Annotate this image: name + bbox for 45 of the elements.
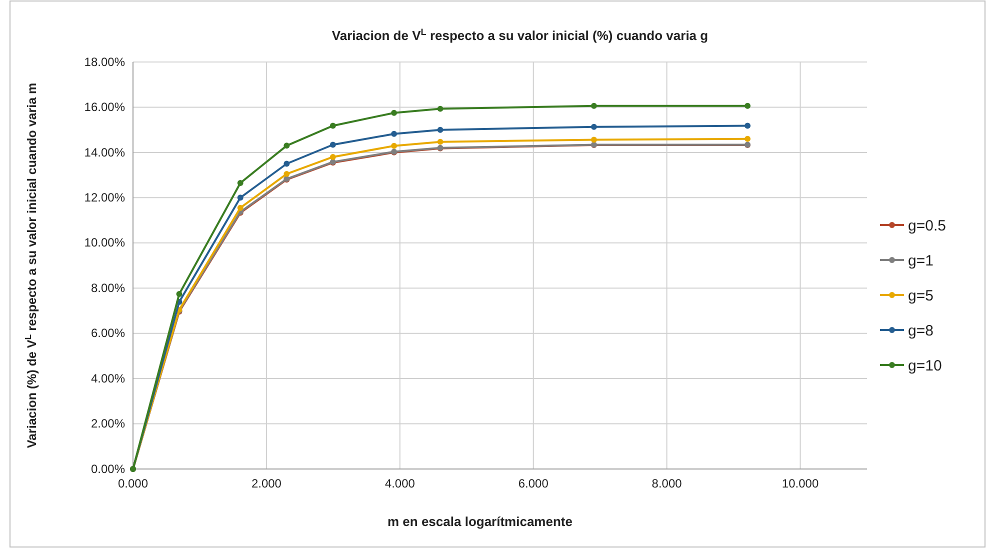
point [590,136,597,143]
y-tick-label: 6.00% [90,326,126,340]
y-tick-label: 14.00% [84,145,126,160]
legend-label: g=0.5 [908,217,946,234]
point [284,160,290,167]
point [284,170,290,177]
point [237,194,244,201]
point [330,154,336,160]
point [590,102,597,109]
point [284,142,290,149]
chart-title: Variacion de V$^{L}$ respecto a su valor inicial (%) cuando varia g [332,27,708,43]
y-tick-label: 16.00% [84,100,126,114]
point [237,204,244,211]
legend-label: g=8 [908,322,934,340]
y-tick-label: 4.00% [90,371,126,386]
legend-label: g=10 [908,357,942,374]
x-tick-label: 10.000 [782,476,819,491]
point [744,136,751,142]
y-tick-label: 0.00% [90,462,126,476]
x-axis-title: m en escala logarítmicamente [388,514,572,529]
point [437,106,444,112]
point [744,102,751,109]
x-tick-label: 2.000 [251,476,282,491]
point [437,126,444,133]
x-tick-label: 8.000 [652,476,682,491]
point [391,130,398,137]
x-tick-label: 4.000 [384,476,416,491]
point [744,122,751,129]
y-tick-label: 10.00% [84,236,126,250]
point [391,110,398,116]
point [237,180,244,186]
x-tick-label: 6.000 [518,476,549,491]
point [330,122,336,129]
point [391,142,398,149]
legend-label: g=5 [908,287,934,304]
point [437,138,444,145]
y-tick-label: 18.00% [84,54,126,69]
point [330,142,336,148]
y-tick-label: 2.00% [90,416,126,431]
y-tick-label: 8.00% [90,280,126,295]
x-tick-label: 0.000 [118,476,148,491]
legend-label: g=1 [908,252,934,270]
point [176,291,182,297]
y-tick-label: 12.00% [84,190,126,205]
point [590,124,597,130]
